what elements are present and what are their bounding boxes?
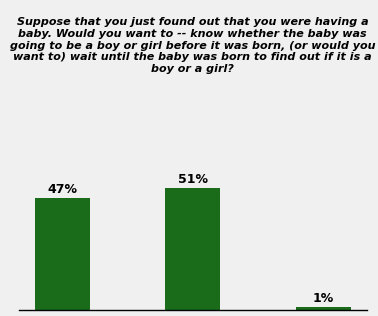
Text: 47%: 47% [47,183,77,196]
Text: Suppose that you just found out that you were having a
baby. Would you want to -: Suppose that you just found out that you… [10,17,375,74]
Bar [35,198,90,310]
Text: 1%: 1% [313,292,334,305]
Bar [296,307,351,310]
Text: 51%: 51% [178,173,208,186]
Bar [165,188,220,310]
